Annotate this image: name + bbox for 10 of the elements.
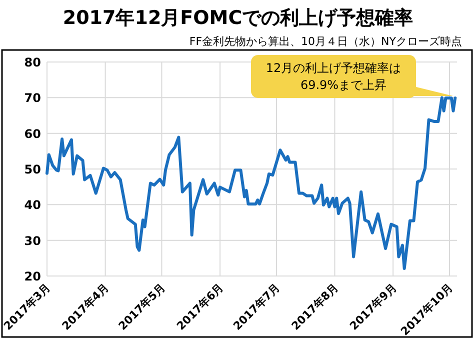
annotation: 12月の利上げ予想確率は 69.9%まで上昇: [266, 61, 402, 92]
y-tick-label: 20: [24, 270, 41, 284]
y-tick-label: 40: [24, 198, 41, 212]
y-tick-label: 70: [24, 91, 41, 106]
chart-subtitle: FF金利先物から算出、10月４日（水）NYクローズ時点: [189, 35, 462, 48]
y-tick-label: 50: [24, 162, 41, 176]
y-tick-label: 80: [24, 56, 41, 70]
y-tick-label: 60: [24, 126, 41, 141]
y-tick-label: 30: [24, 234, 41, 248]
chart-title: 2017年12月FOMCでの利上げ予想確率: [62, 7, 414, 29]
